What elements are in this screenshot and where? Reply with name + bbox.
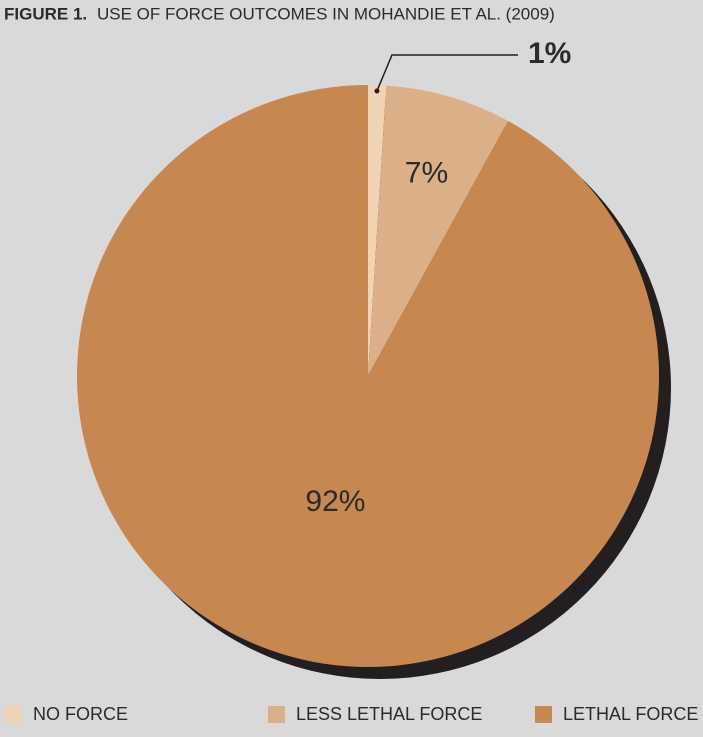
legend-swatch [5, 706, 22, 723]
legend-label: LETHAL FORCE [563, 704, 698, 724]
data-label: 1% [528, 37, 571, 70]
leader-line [376, 54, 518, 92]
data-label: 7% [405, 157, 448, 190]
data-label: 92% [305, 485, 365, 518]
chart-title: USE OF FORCE OUTCOMES IN MOHANDIE ET AL.… [97, 4, 555, 23]
legend-label: LESS LETHAL FORCE [296, 704, 482, 724]
legend-swatch [535, 706, 552, 723]
legend-swatch [268, 706, 285, 723]
figure-label: FIGURE 1. [4, 4, 87, 23]
legend-label: NO FORCE [33, 704, 128, 724]
pie-slice [77, 85, 660, 667]
pie-slice [368, 85, 509, 376]
pie-slice [368, 85, 387, 376]
